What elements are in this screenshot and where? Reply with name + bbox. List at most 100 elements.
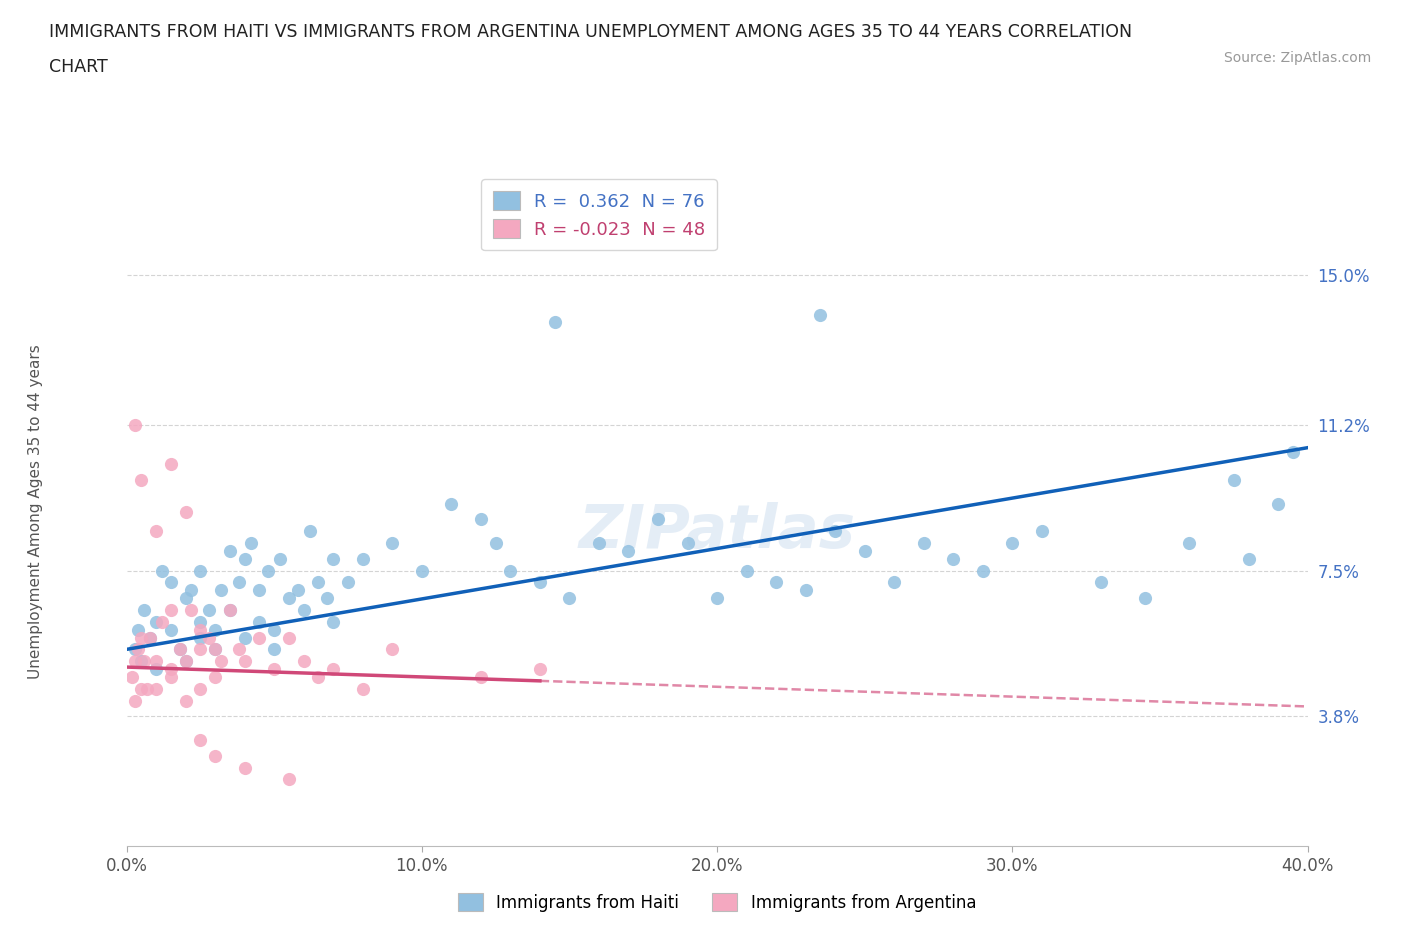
Point <box>352 682 374 697</box>
Point <box>883 575 905 590</box>
Text: IMMIGRANTS FROM HAITI VS IMMIGRANTS FROM ARGENTINA UNEMPLOYMENT AMONG AGES 35 TO: IMMIGRANTS FROM HAITI VS IMMIGRANTS FROM… <box>49 23 1132 41</box>
Point <box>233 654 256 669</box>
Point <box>209 654 232 669</box>
Point <box>381 642 404 657</box>
Point <box>136 682 159 697</box>
Point <box>617 543 640 558</box>
Point <box>381 536 404 551</box>
Point <box>124 654 146 669</box>
Point <box>145 661 167 676</box>
Point <box>160 622 183 637</box>
Point <box>150 564 173 578</box>
Point <box>529 575 551 590</box>
Point <box>150 615 173 630</box>
Point <box>239 536 262 551</box>
Text: Unemployment Among Ages 35 to 44 years: Unemployment Among Ages 35 to 44 years <box>28 344 42 679</box>
Point <box>292 603 315 618</box>
Point <box>188 642 211 657</box>
Point <box>1222 472 1246 487</box>
Point <box>139 631 162 645</box>
Point <box>263 642 285 657</box>
Point <box>233 631 256 645</box>
Point <box>204 670 226 684</box>
Point <box>174 693 197 708</box>
Point <box>1090 575 1112 590</box>
Point <box>198 631 221 645</box>
Point <box>145 615 167 630</box>
Point <box>174 504 197 519</box>
Point <box>307 670 329 684</box>
Point <box>134 603 156 618</box>
Point <box>529 661 551 676</box>
Point <box>263 661 285 676</box>
Point <box>188 615 211 630</box>
Legend: Immigrants from Haiti, Immigrants from Argentina: Immigrants from Haiti, Immigrants from A… <box>451 886 983 918</box>
Point <box>298 524 321 538</box>
Point <box>824 524 846 538</box>
Point <box>735 564 758 578</box>
Point <box>247 583 270 598</box>
Point <box>912 536 935 551</box>
Point <box>765 575 787 590</box>
Point <box>322 551 344 566</box>
Point <box>145 524 167 538</box>
Point <box>180 583 202 598</box>
Point <box>160 575 183 590</box>
Point <box>470 512 492 526</box>
Point <box>278 631 301 645</box>
Text: CHART: CHART <box>49 58 108 75</box>
Point <box>204 749 226 764</box>
Point <box>228 575 250 590</box>
Point <box>287 583 309 598</box>
Point <box>352 551 374 566</box>
Point <box>1031 524 1053 538</box>
Point <box>322 615 344 630</box>
Point <box>129 682 153 697</box>
Point <box>124 642 146 657</box>
Point <box>218 603 242 618</box>
Point <box>139 631 162 645</box>
Point <box>794 583 817 598</box>
Point <box>121 670 143 684</box>
Text: Source: ZipAtlas.com: Source: ZipAtlas.com <box>1223 51 1371 65</box>
Point <box>1267 497 1289 512</box>
Point <box>263 622 285 637</box>
Point <box>204 642 226 657</box>
Point <box>316 591 339 605</box>
Point <box>647 512 669 526</box>
Point <box>558 591 581 605</box>
Point <box>247 631 270 645</box>
Point <box>706 591 728 605</box>
Point <box>145 654 167 669</box>
Point <box>411 564 433 578</box>
Point <box>204 622 226 637</box>
Point <box>228 642 250 657</box>
Point <box>169 642 191 657</box>
Point <box>269 551 291 566</box>
Point <box>160 670 183 684</box>
Point <box>160 457 183 472</box>
Point <box>484 536 508 551</box>
Point <box>129 654 153 669</box>
Point <box>247 615 270 630</box>
Point <box>233 760 256 775</box>
Point <box>169 642 191 657</box>
Point <box>129 631 153 645</box>
Point <box>676 536 699 551</box>
Point <box>218 543 242 558</box>
Point <box>1001 536 1024 551</box>
Point <box>1135 591 1157 605</box>
Point <box>188 733 211 748</box>
Point <box>278 772 301 787</box>
Point <box>853 543 876 558</box>
Point <box>160 603 183 618</box>
Point <box>204 642 226 657</box>
Point <box>1237 551 1260 566</box>
Point <box>160 661 183 676</box>
Point <box>810 307 832 322</box>
Point <box>188 622 211 637</box>
Point <box>174 591 197 605</box>
Point <box>127 622 149 637</box>
Point <box>307 575 329 590</box>
Point <box>188 682 211 697</box>
